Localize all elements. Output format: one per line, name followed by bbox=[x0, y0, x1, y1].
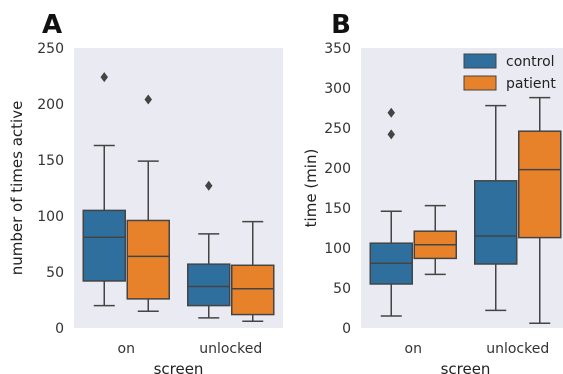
legend-swatch-patient bbox=[463, 75, 497, 91]
y-tick-label: 300 bbox=[324, 81, 351, 97]
box-patient-on bbox=[126, 94, 170, 312]
y-axis-label: time (min) bbox=[302, 149, 320, 228]
x-axis-label: screen bbox=[441, 360, 491, 374]
box-iqr bbox=[474, 180, 518, 265]
panel-letter: B bbox=[331, 10, 351, 40]
box-patient-unlocked bbox=[518, 96, 562, 324]
y-tick-label: 200 bbox=[37, 97, 64, 113]
outlier-point bbox=[205, 180, 213, 191]
x-axis-label: screen bbox=[154, 360, 204, 374]
x-tick-label: on bbox=[405, 341, 422, 357]
legend-swatch-control bbox=[463, 53, 497, 69]
box-control-unlocked bbox=[474, 104, 518, 312]
y-tick-label: 150 bbox=[37, 153, 64, 169]
y-tick-label: 100 bbox=[37, 209, 64, 225]
y-tick-label: 250 bbox=[324, 121, 351, 137]
box-patient-unlocked bbox=[231, 220, 275, 323]
box-iqr bbox=[518, 130, 562, 239]
panel-b: B 0 50 100 150 200 250 300 350 on unlocked screen ti… bbox=[302, 10, 563, 374]
y-tick-label: 200 bbox=[324, 161, 351, 177]
box-iqr bbox=[82, 209, 126, 282]
y-tick-label: 100 bbox=[324, 241, 351, 257]
outlier-point bbox=[100, 72, 108, 83]
panel-letter: A bbox=[42, 10, 62, 40]
box-iqr bbox=[187, 263, 231, 307]
legend: control patient bbox=[463, 53, 556, 92]
panel-a: A 0 50 100 150 200 250 on unlocked screen number o… bbox=[8, 10, 283, 374]
box-control-on bbox=[369, 107, 413, 317]
y-axis-label: number of times active bbox=[8, 101, 26, 276]
y-tick-label: 0 bbox=[55, 321, 64, 337]
x-tick-label: unlocked bbox=[199, 341, 262, 357]
x-tick-label: on bbox=[118, 341, 135, 357]
legend-label-control: control bbox=[506, 54, 555, 70]
y-tick-label: 250 bbox=[37, 41, 64, 57]
box-patient-on bbox=[413, 204, 457, 276]
y-tick-label: 0 bbox=[342, 321, 351, 337]
box-control-on bbox=[82, 72, 126, 307]
outlier-point bbox=[387, 107, 395, 118]
box-iqr bbox=[126, 219, 170, 300]
y-tick-label: 50 bbox=[333, 281, 351, 297]
x-tick-label: unlocked bbox=[486, 341, 549, 357]
outlier-point bbox=[387, 129, 395, 140]
legend-label-patient: patient bbox=[506, 76, 556, 92]
box-control-unlocked bbox=[187, 180, 231, 319]
y-tick-label: 350 bbox=[324, 41, 351, 57]
outlier-point bbox=[144, 94, 152, 105]
y-tick-label: 150 bbox=[324, 201, 351, 217]
y-tick-label: 50 bbox=[46, 265, 64, 281]
box-iqr bbox=[231, 264, 275, 316]
